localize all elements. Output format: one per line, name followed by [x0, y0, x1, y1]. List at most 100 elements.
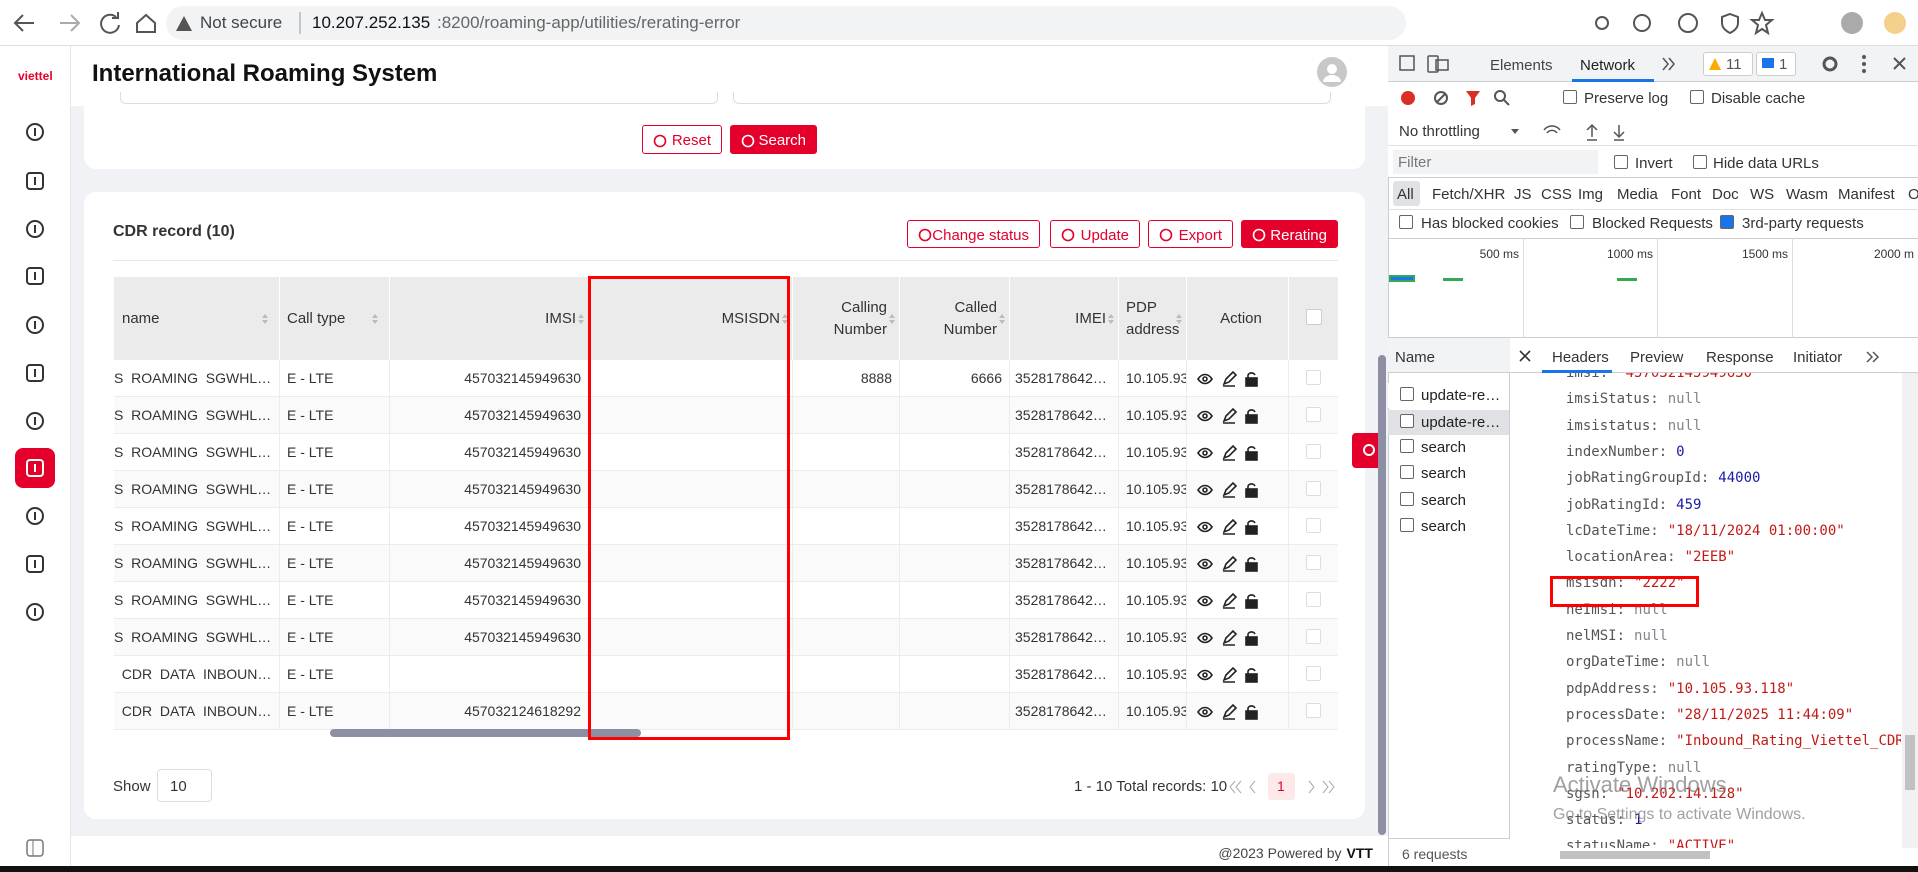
dt-h-thumb[interactable] — [1560, 851, 1710, 859]
dt-close-detail[interactable] — [1519, 350, 1531, 362]
dt-request[interactable]: update-re… — [1421, 415, 1501, 430]
row-checkbox[interactable] — [1306, 481, 1321, 496]
header-checkbox[interactable] — [1306, 309, 1322, 325]
column-header[interactable]: Calling Number — [792, 277, 899, 360]
dt-filter-input[interactable]: Filter — [1393, 150, 1598, 174]
nav-icon[interactable] — [25, 363, 45, 383]
dt-type-filter[interactable]: JS — [1514, 186, 1532, 203]
input[interactable] — [733, 92, 1331, 104]
dt-inspect-icons[interactable] — [1396, 52, 1456, 76]
row-checkbox[interactable] — [1306, 444, 1321, 459]
nav-icon[interactable] — [25, 171, 45, 191]
column-header[interactable]: IMSI — [389, 277, 588, 360]
row-checkbox[interactable] — [1306, 629, 1321, 644]
dt-tab[interactable]: Network — [1580, 57, 1636, 74]
row-actions[interactable] — [1196, 443, 1266, 463]
checkbox[interactable] — [1400, 414, 1414, 428]
dt-request[interactable]: search — [1421, 519, 1467, 534]
page-current[interactable]: 1 — [1268, 773, 1295, 800]
row-checkbox[interactable] — [1306, 518, 1321, 533]
dt-msg-badge[interactable] — [1756, 52, 1796, 76]
dt-tab[interactable]: Elements — [1490, 57, 1553, 74]
row-checkbox[interactable] — [1306, 666, 1321, 681]
nav-icon[interactable] — [25, 266, 45, 286]
dt-throttling[interactable]: No throttling — [1399, 123, 1480, 140]
row-actions[interactable] — [1196, 554, 1266, 574]
nav-icon[interactable] — [25, 411, 45, 431]
nav-icon[interactable] — [25, 458, 45, 478]
column-header[interactable]: Action — [1186, 277, 1288, 360]
checkbox[interactable] — [1693, 155, 1707, 169]
dt-type-filter[interactable]: Fetch/XHR — [1432, 186, 1506, 203]
row-actions[interactable] — [1196, 665, 1266, 685]
row-actions[interactable] — [1196, 406, 1266, 426]
checkbox[interactable] — [1614, 155, 1628, 169]
dt-type-filter[interactable]: Manifest — [1838, 186, 1895, 203]
row-checkbox[interactable] — [1306, 407, 1321, 422]
page-size-select[interactable]: 10 — [157, 769, 212, 802]
checkbox[interactable] — [1570, 215, 1584, 229]
row-actions[interactable] — [1196, 702, 1266, 722]
dt-type-filter[interactable]: Img — [1578, 186, 1604, 203]
dt-detail-tab[interactable]: Response — [1706, 349, 1774, 366]
checkbox[interactable] — [1400, 439, 1414, 453]
dt-toolbar-icons[interactable] — [1396, 86, 1526, 110]
avatar[interactable] — [1317, 57, 1347, 87]
dt-detail-tab[interactable]: Headers — [1552, 349, 1609, 366]
dt-throttle-icons[interactable] — [1508, 120, 1638, 144]
dt-settings[interactable] — [1818, 52, 1914, 76]
row-checkbox[interactable] — [1306, 592, 1321, 607]
dt-type-filter[interactable]: Wasm — [1786, 186, 1828, 203]
nav-icon[interactable] — [25, 122, 45, 142]
row-checkbox[interactable] — [1306, 703, 1321, 718]
row-checkbox[interactable] — [1306, 370, 1321, 385]
nav-icon[interactable] — [25, 315, 45, 335]
column-header[interactable]: IMEI — [1009, 277, 1118, 360]
action-button[interactable]: Change status — [907, 220, 1040, 248]
checkbox[interactable] — [1400, 465, 1414, 479]
column-header[interactable]: Called Number — [899, 277, 1009, 360]
nav-icon[interactable] — [25, 602, 45, 622]
address-bar[interactable] — [166, 6, 1406, 40]
page-nav-prev[interactable] — [1228, 780, 1258, 794]
column-header[interactable]: PDP address — [1118, 277, 1186, 360]
row-actions[interactable] — [1196, 628, 1266, 648]
collapse-icon[interactable] — [25, 838, 45, 858]
checkbox[interactable] — [1720, 215, 1734, 229]
checkbox[interactable] — [1563, 90, 1577, 104]
dt-type-filter[interactable]: O — [1908, 186, 1918, 203]
dt-v-thumb[interactable] — [1905, 735, 1915, 790]
checkbox[interactable] — [1399, 215, 1413, 229]
column-header[interactable]: MSISDN — [588, 277, 792, 360]
nav-icon[interactable] — [25, 219, 45, 239]
dt-request[interactable]: search — [1421, 493, 1467, 508]
dt-type-filter[interactable]: Media — [1617, 186, 1658, 203]
dt-type-filter[interactable]: WS — [1750, 186, 1775, 203]
dt-type-filter[interactable]: CSS — [1541, 186, 1572, 203]
dt-detail-tab[interactable]: Initiator — [1793, 349, 1843, 366]
column-header[interactable]: Call type — [279, 277, 389, 360]
checkbox[interactable] — [1400, 492, 1414, 506]
checkbox[interactable] — [1690, 90, 1704, 104]
h-scrollbar-thumb[interactable] — [330, 729, 641, 737]
reset-button[interactable]: Reset — [642, 125, 722, 154]
dt-request[interactable]: search — [1421, 466, 1467, 481]
row-actions[interactable] — [1196, 369, 1266, 389]
dt-warn-badge[interactable] — [1703, 52, 1753, 76]
column-header[interactable]: name — [114, 277, 279, 360]
row-actions[interactable] — [1196, 591, 1266, 611]
page-nav-next[interactable] — [1306, 780, 1336, 794]
main-scrollbar[interactable] — [1378, 355, 1386, 835]
dt-type-filter[interactable]: All — [1397, 186, 1414, 203]
checkbox[interactable] — [1400, 387, 1414, 401]
dt-type-filter[interactable]: Doc — [1712, 186, 1739, 203]
dt-detail-more[interactable] — [1864, 349, 1880, 365]
dt-more[interactable] — [1660, 55, 1676, 73]
row-checkbox[interactable] — [1306, 555, 1321, 570]
dt-request[interactable]: search — [1421, 440, 1467, 455]
action-button[interactable]: Export — [1148, 220, 1233, 248]
dt-detail-tab[interactable]: Preview — [1630, 349, 1684, 366]
action-button[interactable]: Rerating — [1241, 220, 1338, 248]
row-actions[interactable] — [1196, 517, 1266, 537]
input[interactable] — [120, 92, 718, 104]
